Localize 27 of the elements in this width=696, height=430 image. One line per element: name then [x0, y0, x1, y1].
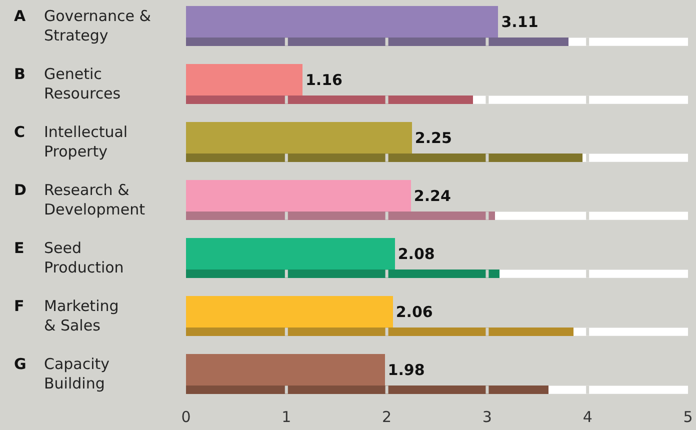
bar [186, 6, 498, 38]
bar [186, 296, 393, 328]
x-tick-label: 4 [582, 408, 592, 426]
data-label: 2.25 [414, 128, 452, 147]
x-tick-label: 3 [482, 408, 492, 426]
data-label: 1.98 [388, 360, 425, 379]
y-tick-label: D Research & Development [14, 181, 146, 218]
x-tick-label: 1 [282, 408, 292, 426]
bar [186, 238, 395, 270]
y-tick-label: G Capacity Building [14, 355, 110, 392]
x-tick-label: 2 [382, 408, 392, 426]
bar [186, 64, 302, 96]
x-tick-label: 0 [181, 408, 191, 426]
bar [186, 122, 412, 154]
category-label: B Genetic Resources [14, 65, 121, 102]
bar [186, 354, 385, 386]
category-label: E Seed Production [14, 239, 124, 276]
bar [186, 180, 411, 212]
category-label: A Governance & Strategy [14, 7, 151, 44]
category-label: C Intellectual Property [14, 123, 128, 160]
data-label: 2.24 [414, 186, 451, 205]
data-label: 3.11 [501, 12, 538, 31]
data-label: 1.16 [305, 70, 342, 89]
category-label: F Marketing & Sales [14, 297, 119, 334]
x-tick-label: 5 [683, 408, 693, 426]
data-label: 2.06 [396, 302, 433, 321]
data-label: 2.08 [398, 244, 435, 263]
